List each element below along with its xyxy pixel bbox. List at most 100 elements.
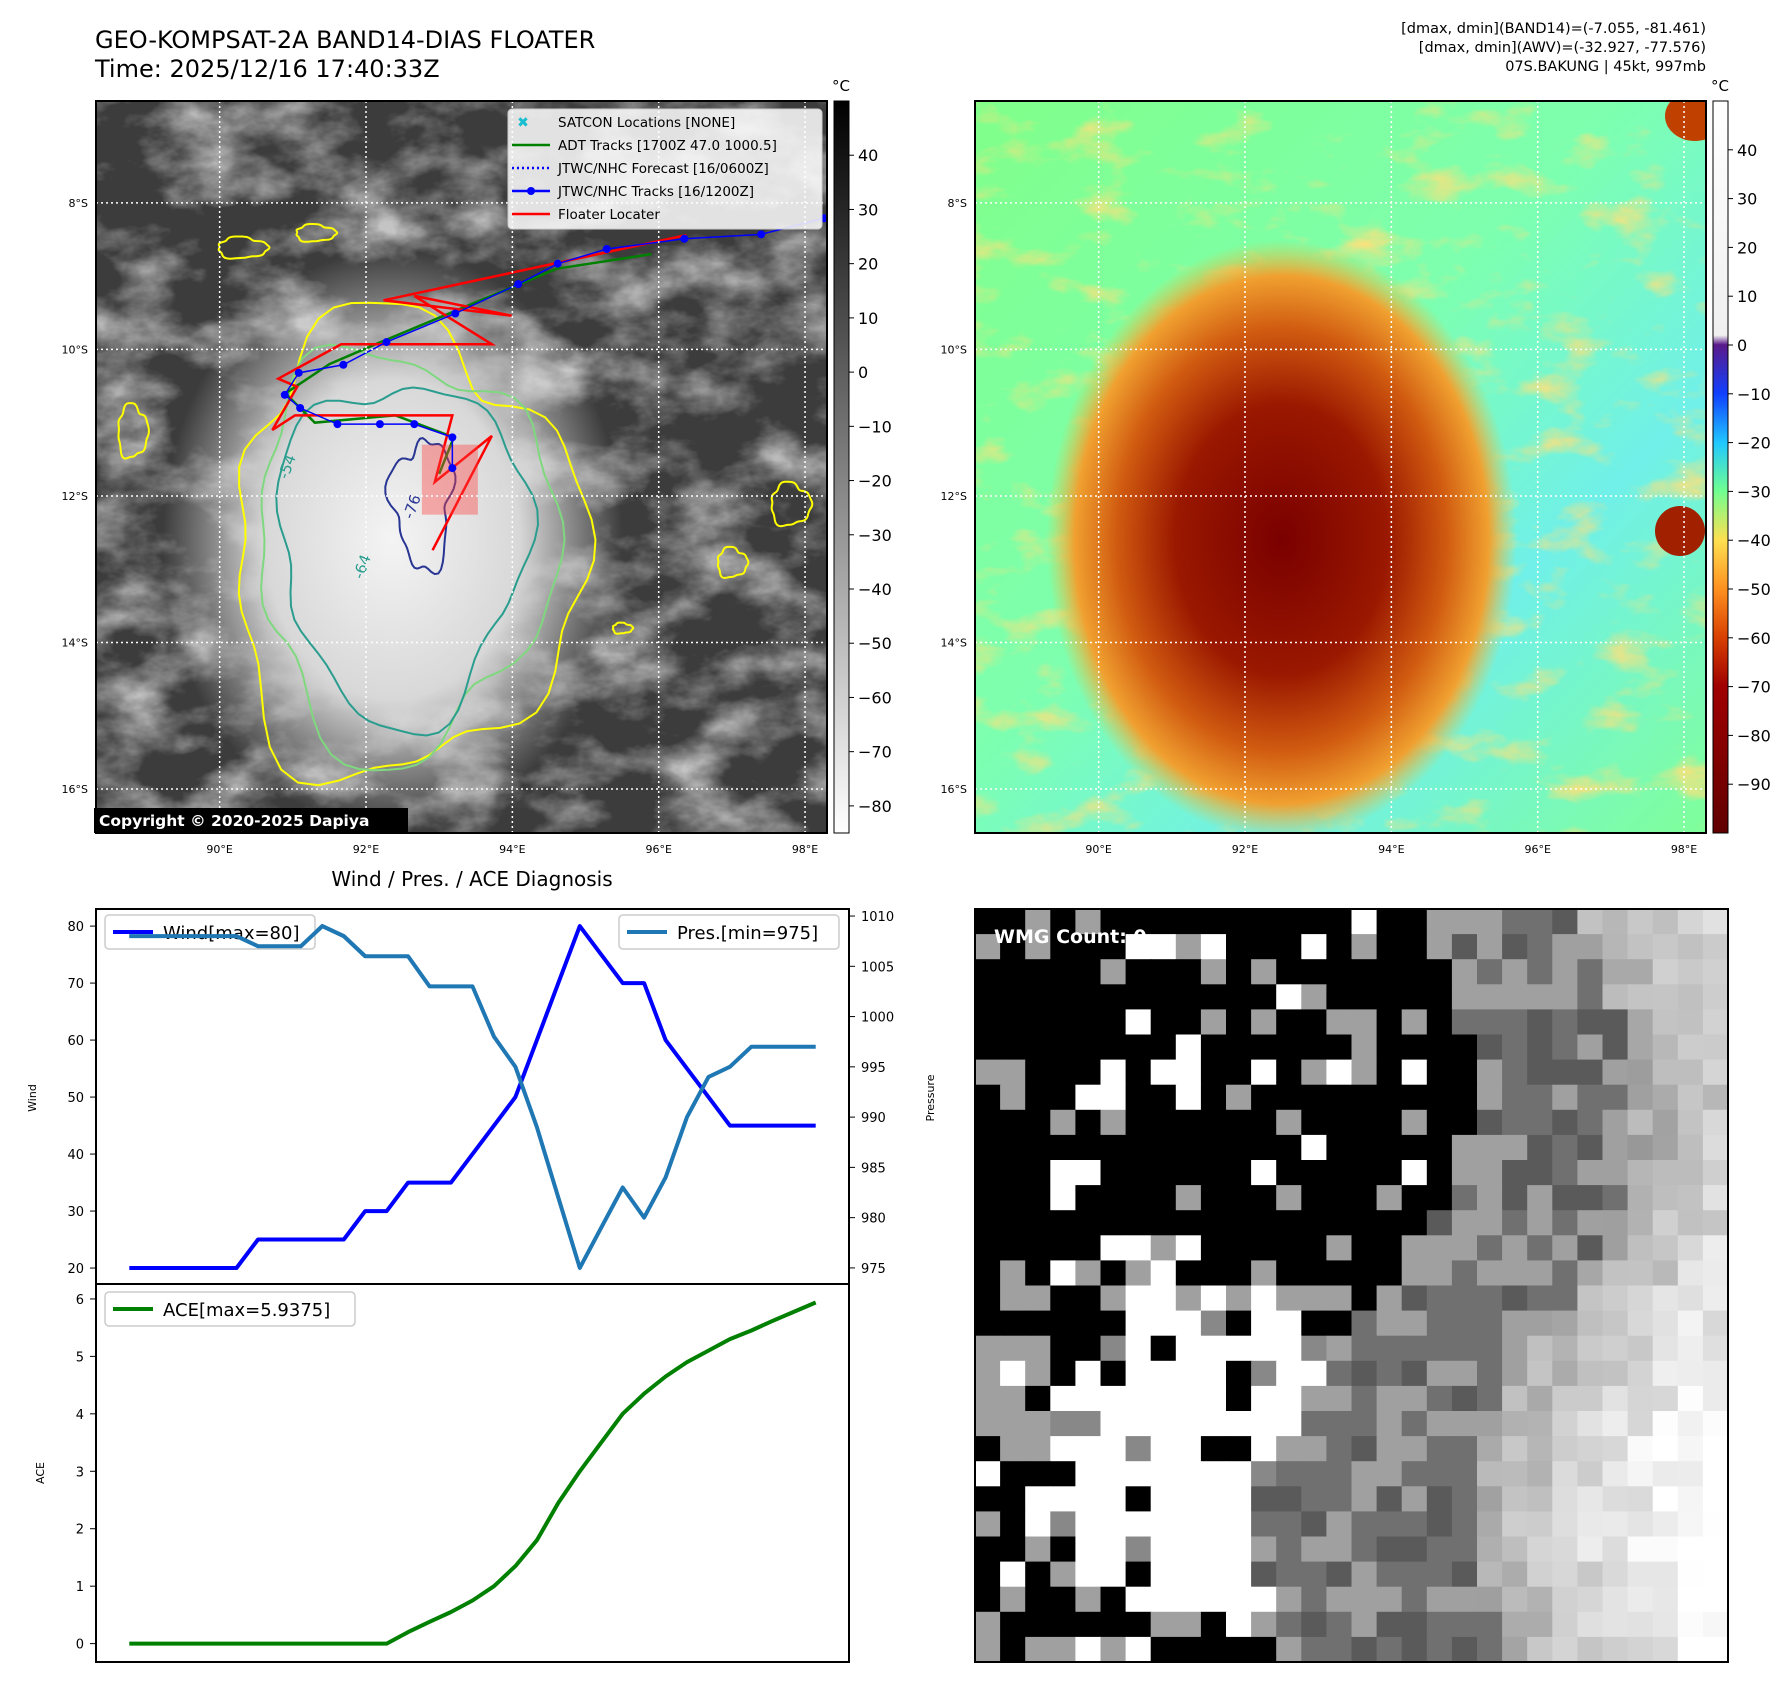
temperature-contour	[770, 480, 814, 528]
y-tick-label: 20	[67, 1262, 84, 1277]
legend-item: Floater Locater	[558, 207, 660, 223]
chart-legend: ACE[max=5.9375]	[104, 1291, 356, 1327]
lon-tick-label: 94°E	[499, 843, 525, 856]
colorbar-tick-label: 40	[1737, 141, 1757, 160]
colorbar-tick-label: 0	[858, 363, 868, 382]
plot-frame	[95, 908, 850, 1285]
colorbar-tick-label: 20	[858, 255, 878, 274]
lon-tick-label: 98°E	[792, 843, 818, 856]
jtwc-track-point	[448, 433, 457, 442]
plot-frame	[95, 1283, 850, 1663]
map-legend: ✖ SATCON Locations [NONE] ADT Tracks [1700…	[507, 108, 823, 230]
legend-label: ACE[max=5.9375]	[163, 1300, 330, 1321]
colorbar-tick-label: 40	[858, 146, 878, 165]
legend-label: Wind[max=80]	[163, 923, 300, 944]
jtwc-track-point	[294, 368, 303, 377]
y-axis-label: ACE	[34, 1462, 47, 1484]
jtwc-track-point	[514, 280, 523, 289]
y2-axis-label: Pressure	[924, 1074, 937, 1121]
y2-tick-label: 985	[861, 1161, 886, 1176]
colorbar-tick-label: −80	[858, 797, 892, 816]
floater-locater-track	[271, 233, 687, 551]
series-line	[129, 924, 816, 1270]
series-wind	[129, 924, 816, 1270]
storm-cloud-core	[1046, 239, 1517, 833]
temperature-contour	[117, 402, 150, 460]
jtwc-track-point	[382, 338, 391, 347]
colorbar-tick-label: −60	[1737, 629, 1771, 648]
map-frame	[95, 100, 828, 834]
y-tick-label: 4	[76, 1408, 84, 1423]
colorbar-tick-label: −20	[1737, 434, 1771, 453]
wmg-count-label: WMG Count: 0	[994, 926, 1147, 948]
title-line: GEO-KOMPSAT-2A BAND14-DIAS FLOATER	[95, 26, 596, 54]
map-frame	[974, 100, 1707, 834]
lon-tick-label: 96°E	[1524, 843, 1550, 856]
lon-tick-label: 92°E	[353, 843, 379, 856]
colorbar-tick-label: 10	[1737, 287, 1757, 306]
jtwc-track-point	[333, 420, 342, 429]
colorbar-tick-label: −30	[858, 526, 892, 545]
lat-tick-label: 16°S	[941, 783, 967, 796]
lon-tick-label: 94°E	[1378, 843, 1404, 856]
y2-tick-label: 1000	[861, 1011, 894, 1026]
temperature-contour	[611, 621, 635, 635]
colorbar-tick-label: −10	[858, 417, 892, 436]
y-tick-label: 50	[67, 1091, 84, 1106]
legend-item: SATCON Locations [NONE]	[558, 115, 735, 131]
storm-stats: [dmax, dmin](BAND14)=(-7.055, -81.461) […	[1401, 20, 1706, 77]
lat-tick-label: 12°S	[62, 490, 88, 503]
colorbar-tick-label: −10	[1737, 385, 1771, 404]
lon-tick-label: 96°E	[645, 843, 671, 856]
y2-tick-label: 1010	[861, 910, 894, 925]
y-tick-label: 70	[67, 977, 84, 992]
jtwc-track-point	[757, 230, 766, 239]
lat-tick-label: 10°S	[62, 343, 88, 356]
legend-item: ADT Tracks [1700Z 47.0 1000.5]	[558, 138, 777, 154]
colorbar-tick-label: 0	[1737, 336, 1747, 355]
lon-tick-label: 90°E	[206, 843, 232, 856]
jtwc-track-point	[375, 420, 384, 429]
lat-tick-label: 8°S	[948, 197, 967, 210]
y2-tick-label: 980	[861, 1212, 886, 1227]
series-line	[129, 1300, 817, 1646]
legend-swatch-marker	[512, 187, 550, 195]
jtwc-track-point	[602, 245, 611, 254]
y-tick-label: 2	[76, 1523, 84, 1538]
y2-tick-label: 1005	[861, 960, 894, 975]
chart-legend: Wind[max=80]	[104, 914, 316, 950]
jtwc-track-point	[296, 404, 305, 413]
lon-tick-label: 98°E	[1671, 843, 1697, 856]
legend-box	[507, 108, 823, 230]
temperature-contour	[295, 223, 339, 243]
colorbar-tick-label: −70	[858, 743, 892, 762]
y-tick-label: 6	[76, 1293, 84, 1308]
colorbar-tick-label: −60	[858, 688, 892, 707]
legend-label: Pres.[min=975]	[677, 923, 818, 944]
y-tick-label: 60	[67, 1034, 84, 1049]
colorbar	[833, 100, 850, 834]
awv-stats: [dmax, dmin](AWV)=(-32.927, -77.576)	[1418, 40, 1706, 56]
colorbar	[1712, 100, 1729, 834]
lat-tick-label: 12°S	[941, 490, 967, 503]
temperature-contour	[237, 301, 597, 787]
y-tick-label: 3	[76, 1465, 84, 1480]
copyright-box	[94, 808, 408, 833]
wmg-frame	[974, 908, 1729, 1663]
storm-info: 07S.BAKUNG | 45kt, 997mb	[1505, 59, 1706, 75]
time-line: Time: 2025/12/16 17:40:33Z	[95, 55, 440, 83]
y-tick-label: 5	[76, 1350, 84, 1365]
legend-item: JTWC/NHC Forecast [16/0600Z]	[557, 161, 769, 177]
colorbar-tick-label: −50	[1737, 580, 1771, 599]
colorbar-tick-label: −30	[1737, 482, 1771, 501]
jtwc-track-point	[410, 420, 419, 429]
series-pres	[129, 924, 816, 1270]
ir-map-enhanced	[975, 101, 1706, 833]
wmg-panel	[975, 909, 1729, 1663]
cold-cloud	[1665, 101, 1706, 141]
lat-tick-label: 16°S	[62, 783, 88, 796]
series-line-overlay	[129, 923, 367, 958]
satcon-x-icon: ✖	[517, 115, 529, 131]
y2-tick-label: 995	[861, 1061, 886, 1076]
